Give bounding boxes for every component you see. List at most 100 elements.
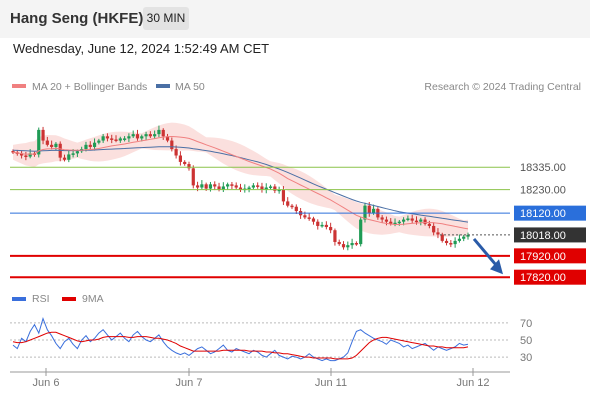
candle: [131, 130, 135, 138]
candle: [114, 135, 118, 143]
ma20-legend-swatch: [12, 84, 26, 88]
x-axis-label: Jun 6: [33, 377, 60, 389]
candle: [92, 138, 97, 151]
candle: [165, 133, 170, 143]
candle: [380, 215, 384, 223]
candle: [183, 160, 187, 166]
candle: [127, 133, 131, 143]
candle: [135, 129, 140, 141]
level-label: 18230.00: [520, 185, 566, 197]
candle: [346, 241, 350, 251]
candle: [444, 238, 449, 246]
candle: [213, 181, 217, 191]
candle: [410, 214, 414, 223]
candle: [191, 165, 195, 189]
level-label: 18120.00: [520, 208, 566, 220]
candle: [11, 149, 15, 155]
candle: [260, 182, 264, 193]
candle: [226, 182, 230, 190]
candle: [406, 215, 410, 222]
candle: [41, 126, 45, 145]
candle: [101, 133, 105, 143]
candle: [157, 125, 161, 138]
candle: [432, 222, 436, 236]
candle: [423, 217, 427, 226]
candle: [277, 186, 281, 194]
candle: [234, 182, 238, 190]
candle: [62, 154, 67, 162]
candle: [110, 134, 114, 144]
candle: [453, 237, 457, 248]
candle: [350, 238, 354, 249]
candle: [307, 213, 311, 221]
candle: [37, 127, 41, 158]
candle: [286, 197, 290, 208]
candle: [45, 136, 49, 147]
candle: [105, 133, 110, 142]
level-label-box: [514, 248, 586, 264]
candle: [329, 222, 333, 234]
level-label: 17820.00: [520, 272, 566, 284]
candle: [200, 180, 204, 190]
rsi-tick-label: 70: [520, 318, 532, 330]
candle: [97, 138, 101, 145]
candle: [140, 134, 144, 142]
candle: [221, 182, 225, 193]
candle: [354, 241, 358, 246]
rsi-legend-swatch: [12, 297, 26, 301]
rsi-tick-label: 30: [520, 352, 532, 364]
candle: [118, 136, 122, 143]
price-panel: [11, 122, 470, 251]
rsi-tick-label: 50: [520, 335, 532, 347]
candle: [174, 145, 178, 159]
level-label-box: [514, 205, 586, 221]
candle: [419, 217, 423, 226]
level-label-box: [514, 227, 586, 243]
candle: [178, 151, 183, 166]
x-axis-label: Jun 11: [315, 377, 347, 389]
bollinger-band-area: [13, 122, 468, 239]
candle: [123, 136, 127, 142]
candle: [187, 161, 191, 171]
candle: [144, 131, 148, 140]
candle: [290, 203, 294, 210]
rsi-panel: 70 50 30: [10, 317, 532, 364]
level-label: 18335.00: [520, 162, 566, 174]
candle: [294, 204, 298, 214]
key-levels: 18335.00 18230.00 18120.00 18018.00 17920.00…: [10, 162, 586, 285]
ma20-line: [12, 135, 469, 230]
candle: [457, 234, 462, 243]
level-label-box: [514, 269, 586, 285]
level-label: 17920.00: [520, 251, 566, 263]
candle: [88, 141, 92, 150]
level-label: 18018.00: [520, 230, 566, 242]
candle: [337, 239, 341, 246]
forecast-arrow-head: [490, 259, 503, 275]
header-bar: Hang Seng (HKFE) 30 MIN: [0, 0, 590, 38]
candle: [273, 184, 277, 194]
candle: [440, 232, 444, 243]
candle: [50, 140, 54, 150]
candle: [341, 241, 346, 250]
candle: [148, 131, 152, 138]
candle: [359, 217, 363, 247]
candle: [24, 151, 28, 161]
candle: [449, 240, 453, 248]
candle: [19, 150, 24, 159]
candle: [256, 182, 260, 189]
timestamp: Wednesday, June 12, 2024 1:52:49 AM CET: [13, 41, 270, 56]
interval-button[interactable]: 30 MIN: [143, 7, 189, 30]
candle: [320, 221, 324, 228]
candle: [333, 228, 337, 246]
rsi-ma-line: [12, 331, 469, 360]
candle: [153, 130, 157, 139]
candle: [268, 184, 273, 190]
ma50-legend-swatch: [156, 84, 170, 88]
rsi-ma-legend-swatch: [62, 297, 76, 301]
candle: [363, 202, 367, 223]
candle: [466, 232, 470, 240]
x-axis-label: Jun 7: [176, 377, 203, 389]
x-axis-label: Jun 12: [456, 377, 489, 389]
time-axis: Jun 6 Jun 7 Jun 11 Jun 12: [10, 368, 510, 389]
